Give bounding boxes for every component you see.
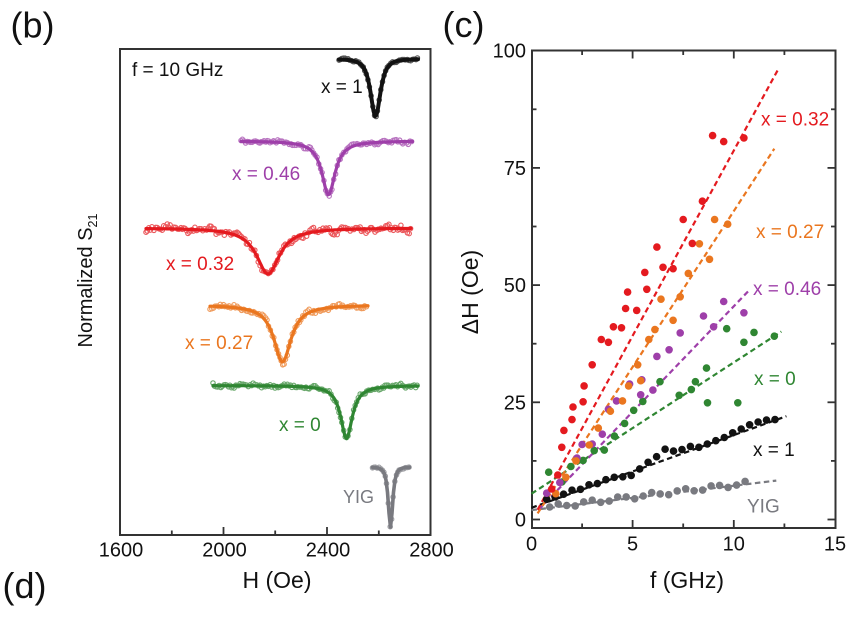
svg-text:x = 0.32: x = 0.32 xyxy=(761,110,829,131)
svg-text:(d): (d) xyxy=(3,565,47,606)
svg-text:50: 50 xyxy=(504,275,526,297)
svg-text:YIG: YIG xyxy=(747,496,780,517)
svg-text:Normalized S21: Normalized S21 xyxy=(75,213,100,347)
svg-text:f = 10 GHz: f = 10 GHz xyxy=(132,60,223,81)
svg-text:10: 10 xyxy=(723,534,745,556)
svg-text:0: 0 xyxy=(526,534,537,556)
svg-text:2800: 2800 xyxy=(409,540,454,562)
svg-text:H (Oe): H (Oe) xyxy=(243,567,312,593)
svg-text:0: 0 xyxy=(515,510,526,532)
svg-text:(c): (c) xyxy=(443,4,485,45)
svg-text:75: 75 xyxy=(504,158,526,180)
svg-text:x = 1: x = 1 xyxy=(321,77,363,98)
svg-text:x = 0.27: x = 0.27 xyxy=(756,222,824,243)
svg-text:x = 0: x = 0 xyxy=(279,415,321,436)
svg-text:x = 0: x = 0 xyxy=(754,369,796,390)
svg-text:x = 1: x = 1 xyxy=(753,440,795,461)
svg-text:x = 0.46: x = 0.46 xyxy=(753,279,821,300)
svg-text:ΔH (Oe): ΔH (Oe) xyxy=(457,250,483,334)
svg-text:x = 0.27: x = 0.27 xyxy=(185,333,253,354)
svg-text:(b): (b) xyxy=(11,5,55,46)
svg-text:25: 25 xyxy=(504,392,526,414)
svg-text:x = 0.46: x = 0.46 xyxy=(232,164,300,185)
svg-text:YIG: YIG xyxy=(343,487,374,507)
svg-text:2000: 2000 xyxy=(202,540,247,562)
svg-text:5: 5 xyxy=(627,534,638,556)
svg-text:2400: 2400 xyxy=(306,540,351,562)
svg-text:100: 100 xyxy=(493,41,526,63)
svg-text:1600: 1600 xyxy=(99,540,144,562)
svg-text:15: 15 xyxy=(824,534,846,556)
svg-text:x = 0.32: x = 0.32 xyxy=(166,254,234,275)
svg-text:f (GHz): f (GHz) xyxy=(650,567,724,593)
